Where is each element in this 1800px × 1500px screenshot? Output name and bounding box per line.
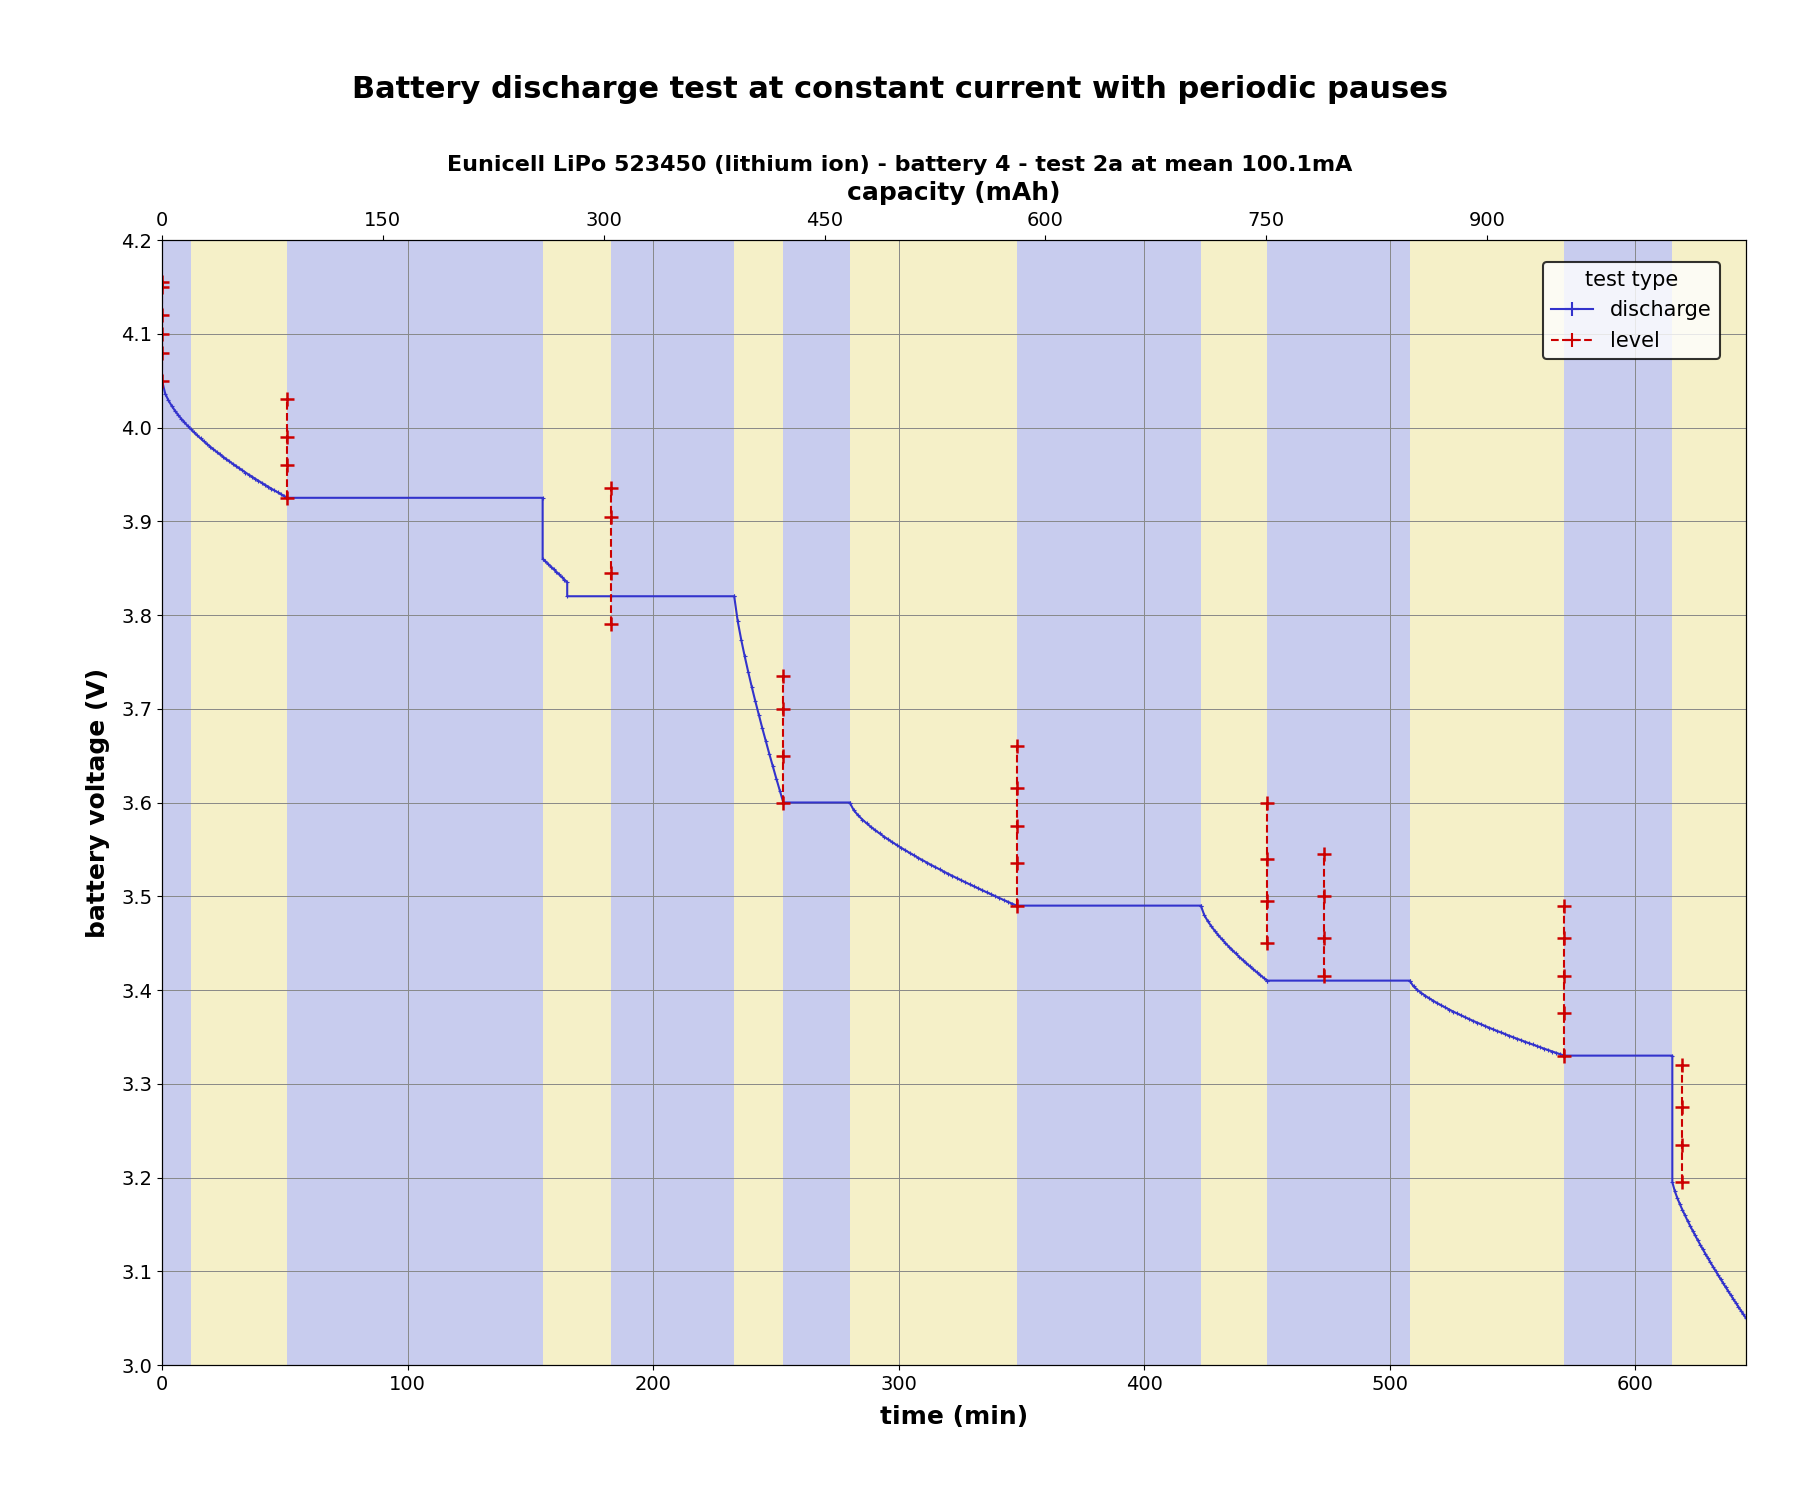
Bar <box>1267 240 1409 1365</box>
Text: Battery discharge test at constant current with periodic pauses: Battery discharge test at constant curre… <box>353 75 1447 105</box>
Bar <box>612 240 734 1365</box>
Bar <box>1564 240 1672 1365</box>
Text: Eunicell LiPo 523450 (lithium ion) - battery 4 - test 2a at mean 100.1mA: Eunicell LiPo 523450 (lithium ion) - bat… <box>448 154 1352 176</box>
Legend: discharge, level: discharge, level <box>1543 261 1719 358</box>
Bar <box>162 240 191 1365</box>
Bar <box>288 240 542 1365</box>
Y-axis label: battery voltage (V): battery voltage (V) <box>86 668 110 938</box>
X-axis label: time (min): time (min) <box>880 1406 1028 1429</box>
Bar <box>783 240 850 1365</box>
Bar <box>1017 240 1201 1365</box>
X-axis label: capacity (mAh): capacity (mAh) <box>848 182 1060 206</box>
